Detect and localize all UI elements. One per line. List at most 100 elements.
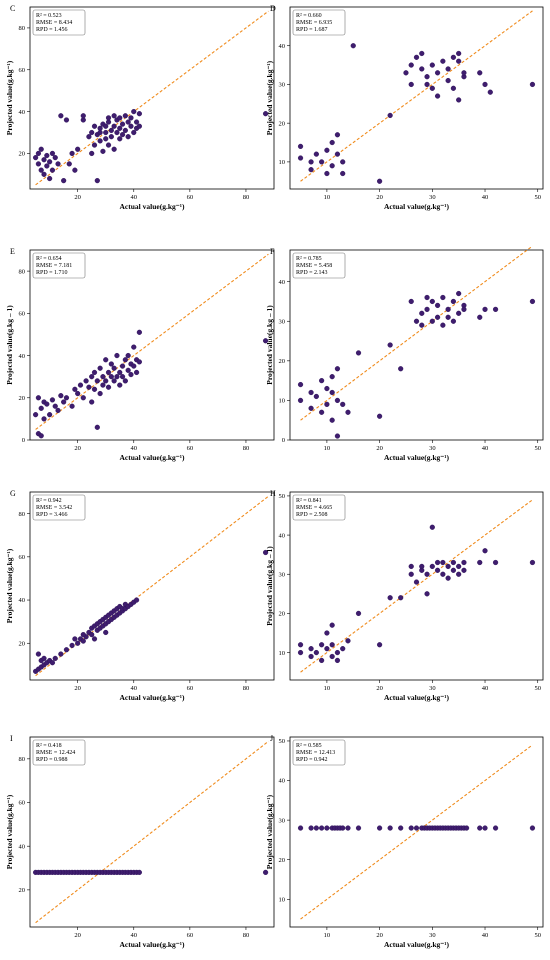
data-point (529, 298, 536, 305)
data-point (345, 409, 351, 415)
y-axis-title: Projected value(g.kg – 1) (265, 305, 274, 385)
x-tick-label: 20 (376, 932, 383, 939)
data-point (131, 344, 137, 350)
data-point (262, 111, 269, 117)
data-point (41, 655, 47, 661)
data-point (117, 115, 123, 121)
panel-letter: C (10, 4, 15, 13)
x-axis-title: Actual value(g.kg⁻¹) (120, 940, 185, 949)
data-point (334, 433, 341, 439)
y-tick-label: 60 (19, 800, 26, 807)
x-tick-label: 60 (187, 932, 194, 939)
data-point (49, 660, 56, 666)
y-tick-label: 20 (19, 887, 26, 894)
one-to-one-line (300, 744, 533, 920)
data-point (136, 869, 142, 876)
stats-line: RMSE = 12.424 (36, 750, 75, 756)
y-tick-label: 40 (279, 778, 286, 785)
data-point (456, 97, 462, 103)
data-point (119, 374, 126, 380)
data-point (345, 638, 351, 644)
data-point (482, 81, 488, 88)
data-point (324, 147, 330, 153)
data-point (44, 401, 50, 407)
data-point (80, 632, 86, 638)
data-point (262, 338, 269, 344)
data-point (33, 155, 39, 161)
stats-line: RPD = 1.456 (36, 27, 68, 33)
data-point (340, 646, 346, 652)
stats-line: RPD = 3.466 (36, 512, 68, 518)
data-point (119, 132, 126, 138)
data-point (111, 113, 117, 119)
data-point (434, 559, 441, 566)
x-tick-label: 40 (482, 445, 489, 452)
data-point (424, 74, 430, 80)
data-point (103, 357, 109, 363)
y-axis-title: Projected value(g.kg⁻¹) (5, 794, 14, 869)
data-point (105, 384, 112, 390)
data-point (133, 369, 140, 376)
data-point (47, 175, 53, 182)
plot-frame (289, 736, 544, 928)
stats-line: R² = 0.523 (36, 13, 62, 19)
stats-line: RPD = 1.710 (36, 270, 68, 276)
data-point (108, 134, 114, 140)
data-point (340, 825, 346, 831)
data-point (413, 579, 420, 585)
x-tick-label: 80 (243, 445, 250, 452)
data-point (324, 170, 330, 177)
x-axis-title: Actual value(g.kg⁻¹) (120, 202, 185, 211)
data-point (340, 401, 346, 407)
data-point (308, 389, 314, 396)
data-point (387, 342, 393, 348)
y-tick-label: 40 (19, 597, 26, 604)
data-point (440, 571, 446, 577)
data-point (100, 374, 106, 380)
x-tick-label: 50 (534, 194, 541, 201)
data-point (413, 825, 420, 831)
data-point (329, 374, 335, 380)
data-point (117, 125, 123, 131)
data-point (58, 113, 64, 119)
data-point (334, 132, 341, 138)
y-tick-label: 60 (19, 67, 26, 74)
data-point (308, 159, 314, 165)
data-point (55, 161, 61, 167)
data-point (52, 655, 58, 661)
data-point (35, 395, 42, 401)
one-to-one-line (300, 245, 533, 421)
data-point (66, 161, 72, 167)
data-point (377, 413, 383, 419)
data-point (329, 163, 335, 169)
y-tick-label: 40 (19, 843, 26, 850)
data-point (313, 649, 319, 656)
x-tick-label: 20 (74, 932, 81, 939)
y-tick-label: 10 (279, 398, 286, 405)
one-to-one-line (300, 10, 533, 182)
data-point (49, 150, 56, 157)
data-point (434, 93, 441, 99)
plot-frame (289, 249, 544, 441)
data-point (319, 657, 325, 664)
data-point (308, 405, 314, 411)
data-point (80, 113, 86, 119)
data-point (89, 374, 95, 380)
data-point (434, 302, 441, 309)
x-axis-title: Actual value(g.kg⁻¹) (384, 453, 449, 462)
panel-letter: G (10, 489, 16, 498)
stats-line: R² = 0.942 (36, 498, 62, 504)
data-point (49, 397, 56, 403)
data-point (262, 549, 269, 556)
data-point (424, 571, 430, 577)
data-point (94, 178, 100, 184)
stats-line: RMSE = 7.181 (36, 263, 72, 269)
stats-line: R² = 0.654 (36, 256, 62, 262)
data-point (324, 385, 330, 392)
y-axis-title: Projected value(g.kg – 1) (5, 305, 14, 385)
data-point (297, 155, 304, 161)
stats-line: R² = 0.585 (296, 743, 322, 749)
data-point (456, 290, 462, 297)
data-point (334, 151, 341, 157)
y-tick-label: 20 (279, 611, 286, 618)
